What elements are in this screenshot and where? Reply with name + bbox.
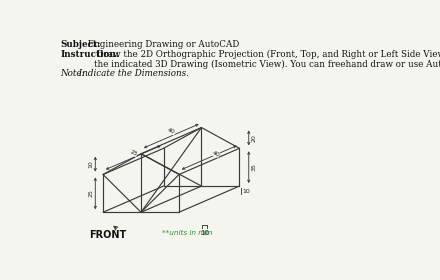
Text: Indicate the Dimensions.: Indicate the Dimensions.	[76, 69, 189, 78]
Text: 40: 40	[211, 150, 220, 158]
Text: 10: 10	[88, 160, 93, 168]
Text: Instruction:: Instruction:	[60, 50, 119, 59]
Text: **units in mm: **units in mm	[162, 230, 213, 236]
Text: FRONT: FRONT	[89, 230, 126, 240]
Text: 35: 35	[252, 163, 257, 171]
Text: 20: 20	[252, 134, 257, 142]
Text: 40: 40	[167, 127, 176, 135]
Text: Note:: Note:	[60, 69, 85, 78]
Text: 25: 25	[128, 149, 138, 157]
Text: 25: 25	[88, 190, 93, 197]
Text: Subject:: Subject:	[60, 40, 101, 49]
Text: 10: 10	[200, 230, 209, 236]
Text: Engineering Drawing or AutoCAD: Engineering Drawing or AutoCAD	[85, 40, 239, 49]
Text: Draw the 2D Orthographic Projection (Front, Top, and Right or Left Side Views) o: Draw the 2D Orthographic Projection (Fro…	[94, 50, 440, 69]
Text: 10: 10	[242, 189, 250, 194]
